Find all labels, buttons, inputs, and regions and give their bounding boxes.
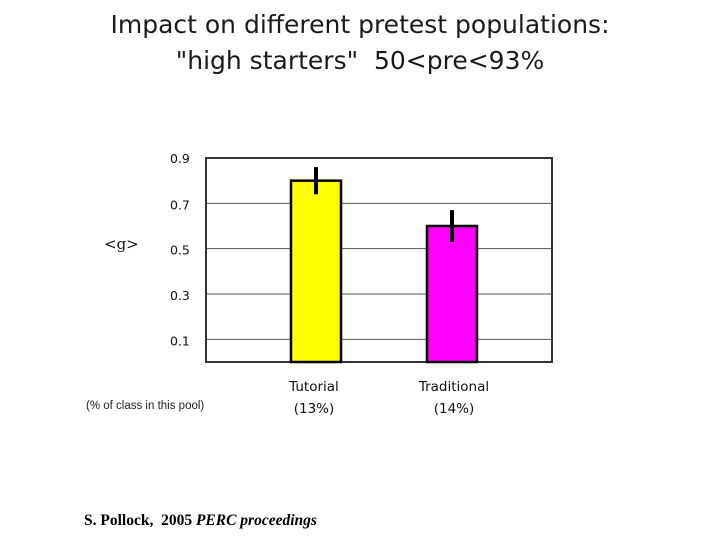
category-label-traditional-line2: (14%) bbox=[433, 401, 475, 417]
y-tick-label: 0.9 bbox=[170, 151, 190, 166]
slide-title-line-2: "high starters" 50<pre<93% bbox=[175, 46, 545, 75]
y-tick-label: 0.5 bbox=[170, 243, 190, 258]
category-label-traditional-line1: Traditional bbox=[418, 379, 490, 395]
bar-tutorial bbox=[289, 179, 343, 364]
slide-title-line-1: Impact on different pretest populations: bbox=[110, 10, 610, 39]
citation-author: S. Pollock, 2005 bbox=[84, 512, 196, 529]
bars bbox=[289, 167, 479, 364]
citation-source: PERC proceedings bbox=[195, 512, 317, 529]
citation: S. Pollock, 2005 PERC proceedings bbox=[84, 512, 317, 530]
category-label-tutorial-line1: Tutorial bbox=[289, 379, 339, 395]
category-label-traditional: Traditional (14%) bbox=[384, 376, 524, 420]
category-label-tutorial-line2: (13%) bbox=[293, 401, 335, 417]
y-tick-label: 0.7 bbox=[170, 197, 190, 212]
y-tick-label: 0.3 bbox=[170, 288, 190, 303]
pool-note: (% of class in this pool) bbox=[86, 400, 205, 412]
y-tick-labels: 0.9 0.7 0.5 0.3 0.1 bbox=[170, 151, 190, 348]
y-axis-label: <g> bbox=[104, 235, 139, 253]
y-tick-label: 0.1 bbox=[170, 333, 190, 348]
bar-traditional bbox=[425, 224, 479, 364]
gridlines bbox=[206, 157, 552, 340]
plot-frame bbox=[205, 157, 553, 363]
category-label-tutorial: Tutorial (13%) bbox=[244, 376, 384, 420]
